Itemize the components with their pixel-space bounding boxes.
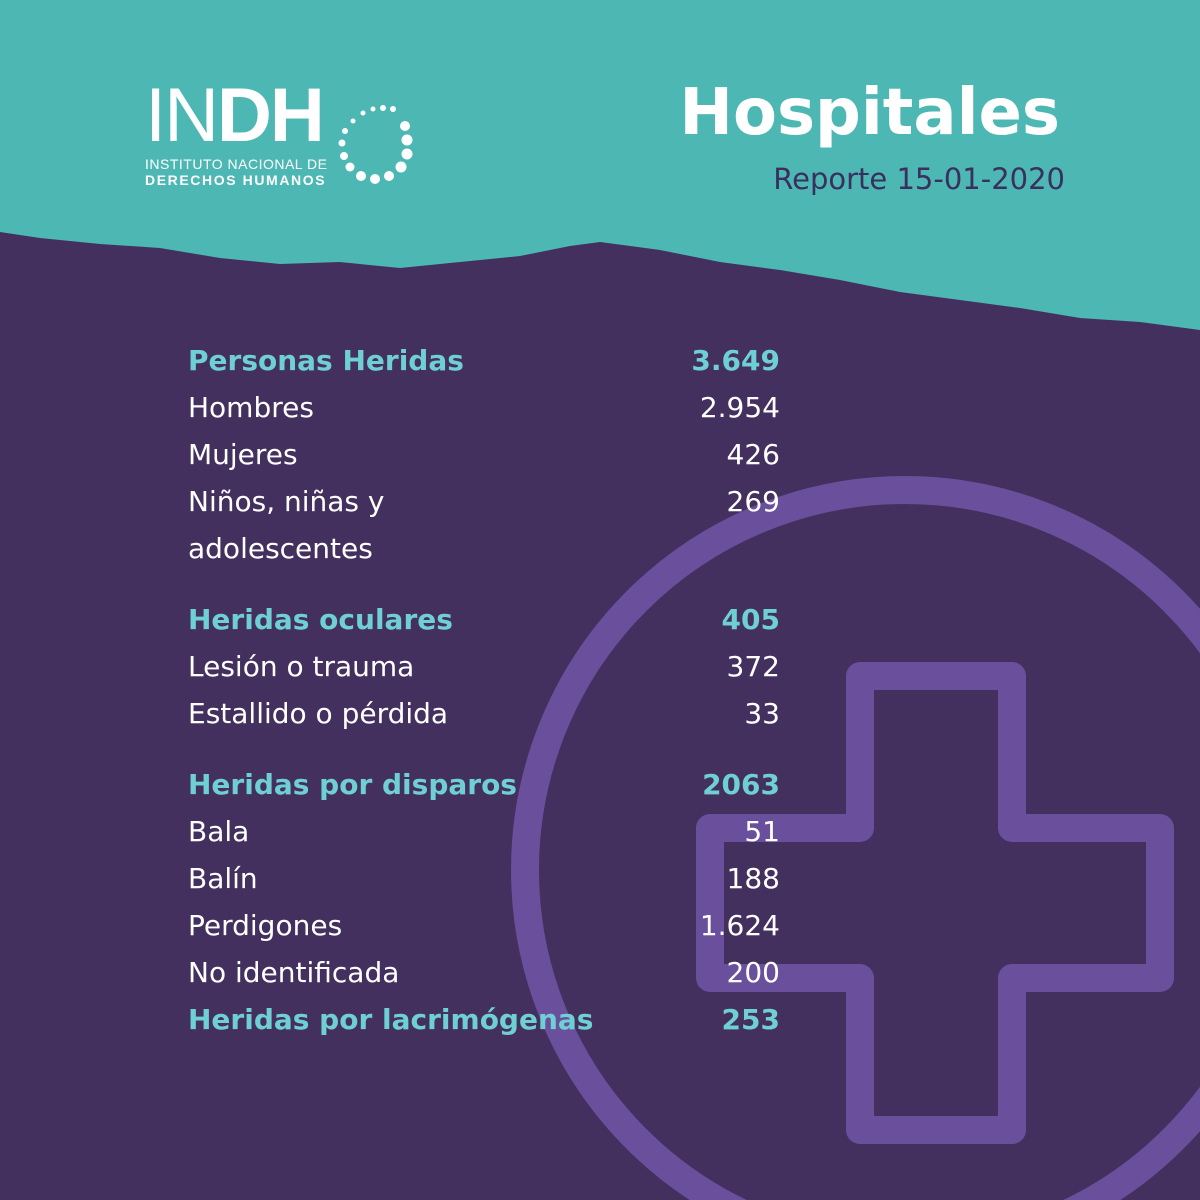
row-value: 405 bbox=[721, 603, 780, 636]
row-label: Personas Heridas bbox=[188, 344, 464, 377]
row-label: Hombres bbox=[188, 391, 314, 424]
table-row: Lesión o trauma 372 bbox=[188, 643, 780, 690]
row-label: Balín bbox=[188, 862, 258, 895]
row-value: 372 bbox=[726, 650, 780, 683]
section-header: Heridas oculares 405 bbox=[188, 596, 780, 643]
table-row: Bala 51 bbox=[188, 808, 780, 855]
row-label: Lesión o trauma bbox=[188, 650, 415, 683]
indh-logo: INDH INSTITUTO NACIONAL DE DERECHOS HUMA… bbox=[145, 73, 413, 188]
row-label: No identificada bbox=[188, 956, 400, 989]
logo-dots-icon bbox=[338, 105, 413, 184]
row-value: 188 bbox=[726, 862, 780, 895]
row-label: Heridas oculares bbox=[188, 603, 453, 636]
table-row: Balín 188 bbox=[188, 855, 780, 902]
logo-line-1: INSTITUTO NACIONAL DE bbox=[145, 156, 328, 172]
logo-line-2: DERECHOS HUMANOS bbox=[145, 172, 327, 188]
table-row: Hombres 2.954 bbox=[188, 384, 780, 431]
row-label: Heridas por lacrimógenas bbox=[188, 1003, 594, 1036]
row-label: Mujeres bbox=[188, 438, 298, 471]
row-value: 1.624 bbox=[699, 909, 780, 942]
table-row: Perdigones 1.624 bbox=[188, 902, 780, 949]
row-value: 2.954 bbox=[699, 391, 780, 424]
report-date: Reporte 15-01-2020 bbox=[773, 162, 1065, 196]
section-header: Heridas por lacrimógenas 253 bbox=[188, 996, 780, 1043]
row-label: Bala bbox=[188, 815, 250, 848]
row-label: Heridas por disparos bbox=[188, 768, 517, 801]
row-value: 2063 bbox=[702, 768, 780, 801]
table-row: Niños, niñas y adolescentes 269 bbox=[188, 478, 780, 572]
table-row: No identificada 200 bbox=[188, 949, 780, 996]
stats-table: Personas Heridas 3.649 Hombres 2.954 Mujer… bbox=[188, 337, 780, 1043]
row-value: 33 bbox=[744, 697, 780, 730]
section-header: Heridas por disparos 2063 bbox=[188, 761, 780, 808]
row-value: 426 bbox=[726, 438, 780, 471]
row-value: 269 bbox=[726, 485, 780, 518]
logo-wordmark: INDH bbox=[145, 73, 325, 158]
row-value: 3.649 bbox=[691, 344, 780, 377]
row-value: 51 bbox=[744, 815, 780, 848]
row-value: 253 bbox=[721, 1003, 780, 1036]
row-label: Estallido o pérdida bbox=[188, 697, 449, 730]
teal-header-band bbox=[0, 0, 1200, 330]
medical-cross-in-circle-icon bbox=[511, 476, 1200, 1200]
section-header: Personas Heridas 3.649 bbox=[188, 337, 780, 384]
row-label: Niños, niñas y adolescentes bbox=[188, 485, 385, 565]
table-row: Mujeres 426 bbox=[188, 431, 780, 478]
table-row: Estallido o pérdida 33 bbox=[188, 690, 780, 737]
page-title: Hospitales bbox=[679, 76, 1060, 150]
row-label: Perdigones bbox=[188, 909, 343, 942]
row-value: 200 bbox=[726, 956, 780, 989]
